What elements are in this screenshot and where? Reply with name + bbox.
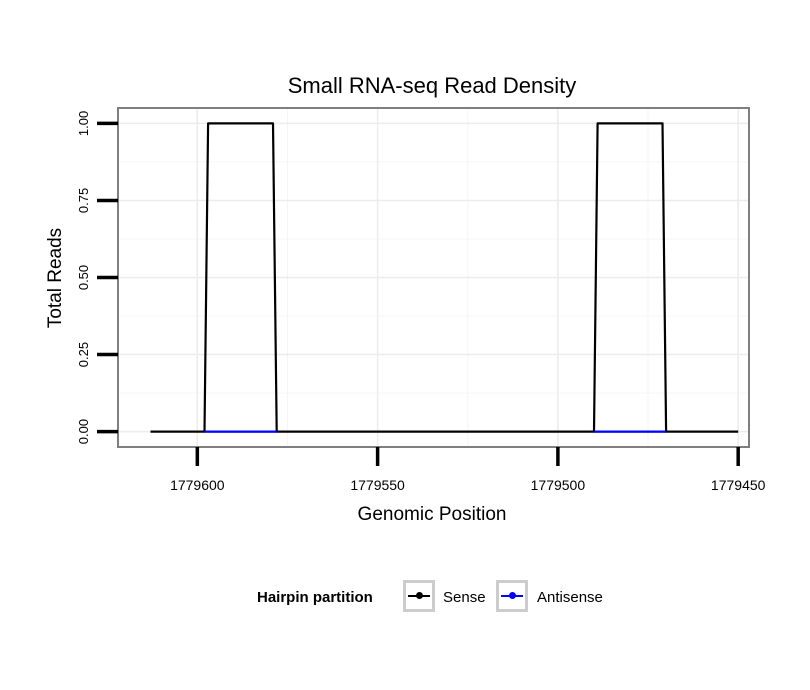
legend-key-sense (403, 580, 435, 612)
y-tick-label: 0.50 (76, 265, 91, 290)
series-line-sense (150, 122, 739, 433)
legend-dot-antisense (509, 592, 516, 599)
legend-label-sense: Sense (443, 589, 486, 606)
legend-key-antisense (496, 580, 528, 612)
y-tick-label: 0.25 (76, 342, 91, 367)
chart-title: Small RNA-seq Read Density (288, 73, 577, 98)
legend-dot-sense (416, 592, 423, 599)
x-axis: 1779600 1779550 1779500 1779450 (170, 447, 766, 493)
y-tick-label: 1.00 (76, 111, 91, 136)
y-tick-label: 0.00 (76, 419, 91, 444)
x-tick-label: 1779450 (711, 477, 766, 493)
x-axis-label: Genomic Position (358, 504, 507, 525)
series-layer (150, 122, 739, 433)
x-tick-label: 1779500 (531, 477, 586, 493)
legend: Hairpin partition Sense Antisense (0, 578, 810, 616)
y-tick-label: 0.75 (76, 188, 91, 213)
legend-label-antisense: Antisense (537, 589, 603, 606)
x-tick-label: 1779550 (350, 477, 405, 493)
chart: 0.00 0.25 0.50 0.75 1.00 1779600 1779550 17795… (45, 73, 766, 525)
legend-title: Hairpin partition (257, 589, 373, 606)
x-tick-label: 1779600 (170, 477, 225, 493)
y-axis: 0.00 0.25 0.50 0.75 1.00 (76, 111, 118, 444)
y-axis-label: Total Reads (45, 228, 66, 328)
